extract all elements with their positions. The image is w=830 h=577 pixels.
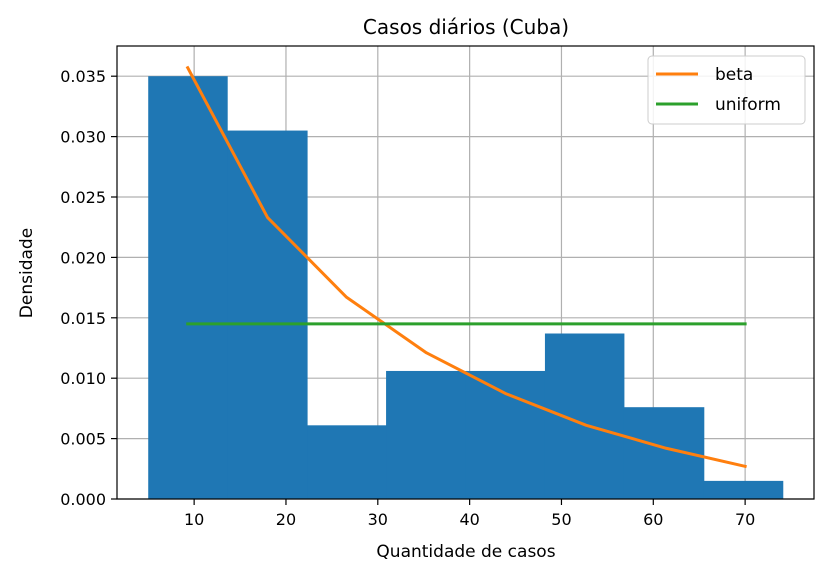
x-axis-label: Quantidade de casos [376,542,555,562]
y-tick-label: 0.000 [60,490,106,509]
histogram-bar [227,130,308,499]
legend-label-uniform: uniform [715,95,781,115]
histogram-bar [465,370,546,499]
legend-label-beta: beta [715,65,753,85]
histogram-bar [544,333,625,499]
y-tick-label: 0.025 [60,188,106,207]
x-tick-label: 60 [643,510,663,529]
x-tick-label: 50 [551,510,571,529]
y-axis-label: Densidade [17,228,37,318]
histogram-bar [386,370,467,499]
histogram-bar [307,425,387,499]
y-tick-label: 0.030 [60,128,106,147]
histogram-bar [148,76,228,499]
y-tick-label: 0.035 [60,67,106,86]
y-axis: 0.000 0.005 0.010 0.015 0.020 0.025 0.030 0.035 [60,67,117,509]
x-tick-label: 40 [459,510,479,529]
y-tick-label: 0.015 [60,309,106,328]
x-tick-label: 30 [368,510,388,529]
y-tick-label: 0.005 [60,430,106,449]
histogram-bar [703,480,784,499]
histogram-bars [148,76,784,499]
x-tick-label: 10 [184,510,204,529]
chart-title: Casos diários (Cuba) [363,15,569,39]
series-line-beta [185,65,747,469]
x-axis: 10 20 30 40 50 60 70 [184,499,755,529]
legend: beta uniform [647,55,806,125]
x-tick-label: 70 [735,510,755,529]
series-lines [185,65,747,469]
plot-frame [116,45,815,500]
x-tick-label: 20 [276,510,296,529]
y-tick-label: 0.020 [60,248,106,267]
y-tick-label: 0.010 [60,369,106,388]
